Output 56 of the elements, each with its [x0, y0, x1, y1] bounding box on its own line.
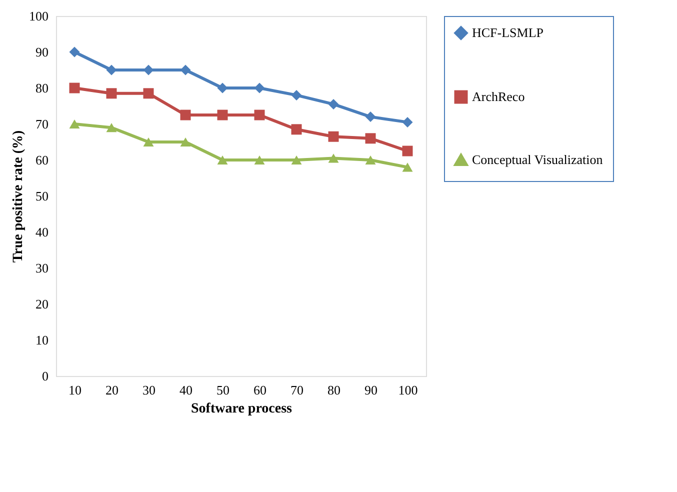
y-tick-label: 20: [36, 296, 48, 312]
point: [328, 131, 339, 142]
point: [217, 110, 228, 120]
x-tick-label: 70: [290, 382, 304, 398]
x-tick-label: 60: [254, 382, 266, 398]
y-tick-label: 0: [42, 368, 48, 384]
point: [254, 155, 265, 165]
point: [217, 82, 228, 94]
point: [402, 162, 413, 172]
point: [328, 154, 339, 163]
point: [106, 123, 117, 132]
point: [328, 98, 339, 110]
y-tick-label: 60: [36, 152, 48, 168]
legend-label: Conceptual Visualization: [472, 152, 604, 167]
point: [180, 137, 191, 147]
x-tick-label: 20: [106, 382, 118, 398]
point: [180, 110, 191, 120]
point: [69, 82, 80, 94]
point: [143, 64, 154, 76]
x-axis-title: Software process: [191, 402, 293, 416]
point: [365, 112, 376, 122]
x-tick-label: 10: [68, 382, 82, 398]
point: [402, 146, 413, 156]
y-axis-title: True positive rate (%): [11, 130, 26, 263]
y-tick-label: 40: [36, 224, 48, 240]
y-tick-label: 80: [36, 80, 48, 96]
point: [106, 88, 117, 99]
y-tick-label: 30: [36, 260, 48, 276]
point: [365, 133, 376, 144]
point: [106, 64, 117, 76]
x-tick-label: 90: [364, 382, 378, 398]
point: [291, 90, 302, 100]
point: [291, 124, 302, 135]
point: [365, 155, 376, 165]
point: [254, 110, 265, 120]
point: [217, 155, 228, 165]
x-tick-label: 100: [398, 382, 418, 398]
point: [291, 155, 302, 165]
x-tick-label: 80: [328, 382, 340, 398]
point: [402, 116, 413, 128]
legend-label: ArchReco: [472, 89, 525, 104]
y-tick-label: 50: [36, 188, 48, 204]
x-tick-label: 30: [142, 382, 156, 398]
point: [254, 82, 265, 94]
x-tick-label: 50: [216, 382, 230, 398]
point: [143, 137, 154, 147]
x-tick-label: 40: [180, 382, 192, 398]
point: [143, 88, 154, 99]
y-tick-label: 100: [29, 8, 48, 24]
point: [69, 119, 80, 129]
y-tick-label: 10: [36, 332, 48, 348]
point: [180, 64, 191, 76]
y-tick-label: 90: [36, 44, 48, 60]
y-tick-label: 70: [36, 116, 48, 132]
point: [69, 46, 80, 58]
legend-label: HCF-LSMLP: [472, 25, 544, 40]
